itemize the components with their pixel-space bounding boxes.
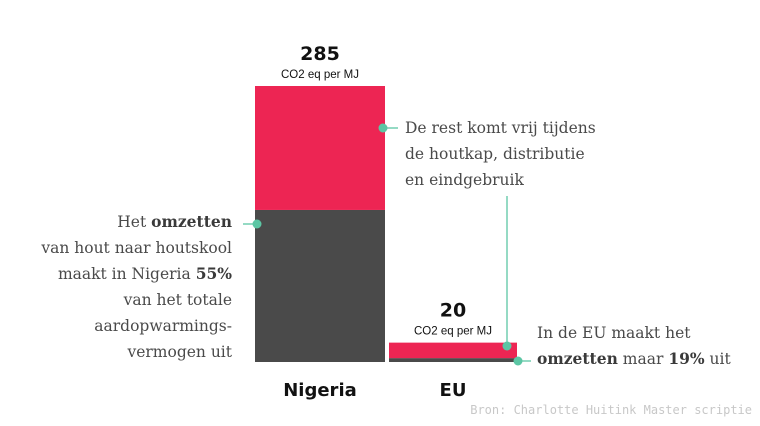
annotation-rest-line: de houtkap, distributie xyxy=(405,141,596,167)
annotation-eu-emphasis: 19% xyxy=(668,349,705,368)
annotation-rest-text: de houtkap, distributie xyxy=(405,145,585,163)
annotation-eu-line: omzetten maar 19% uit xyxy=(537,346,731,372)
annotation-nigeria-text: van het totale xyxy=(123,291,232,309)
annotation-eu-conversion: In de EU maakt het omzetten maar 19% uit xyxy=(537,320,731,372)
annotation-nigeria-text: maakt in Nigeria xyxy=(57,265,196,283)
annotation-nigeria-line: van hout naar houtskool xyxy=(41,235,232,261)
category-label-nigeria: Nigeria xyxy=(283,380,357,401)
annotation-nigeria-line: maakt in Nigeria 55% xyxy=(41,261,232,287)
category-label-eu: EU xyxy=(440,380,467,401)
annotation-eu-emphasis: omzetten xyxy=(537,349,618,368)
annotation-rest-line: De rest komt vrij tijdens xyxy=(405,115,596,141)
annotation-nigeria-text: vermogen uit xyxy=(127,343,232,361)
connector-dot-rest xyxy=(378,123,388,133)
total-value-nigeria: 285 xyxy=(300,43,340,65)
connectors-layer xyxy=(243,123,531,366)
annotation-rest-line: en eindgebruik xyxy=(405,167,596,193)
annotation-nigeria-conversion: Het omzetten van hout naar houtskool maakt… xyxy=(41,209,232,365)
annotation-nigeria-emphasis: omzetten xyxy=(151,212,232,231)
total-unit-nigeria: CO2 eq per MJ xyxy=(281,69,359,81)
annotation-nigeria-text: Het xyxy=(117,213,152,231)
annotation-eu-text: uit xyxy=(704,350,731,368)
connector-dot-eu-conversion xyxy=(513,356,523,366)
annotation-nigeria-line: vermogen uit xyxy=(41,339,232,365)
annotation-eu-text: In de EU maakt het xyxy=(537,324,691,342)
annotation-eu-line: In de EU maakt het xyxy=(537,320,731,346)
labels-layer: 285 CO2 eq per MJ Nigeria 20 CO2 eq per MJ EU xyxy=(281,43,492,401)
connector-dot-nigeria-conversion xyxy=(252,219,262,229)
bar-nigeria-conversion xyxy=(255,209,385,362)
bars-layer xyxy=(255,86,517,362)
annotation-nigeria-line: van het totale xyxy=(41,287,232,313)
annotation-nigeria-emphasis: 55% xyxy=(195,264,232,283)
annotation-nigeria-line: aardopwarmings- xyxy=(41,313,232,339)
annotation-eu-text: maar xyxy=(617,350,669,368)
annotation-rest-emissions: De rest komt vrij tijdens de houtkap, dis… xyxy=(405,115,596,193)
annotation-nigeria-text: aardopwarmings- xyxy=(94,317,232,335)
total-unit-eu: CO2 eq per MJ xyxy=(414,326,492,338)
annotation-rest-text: De rest komt vrij tijdens xyxy=(405,119,596,137)
bar-nigeria-rest xyxy=(255,86,385,210)
annotation-nigeria-text: van hout naar houtskool xyxy=(41,239,232,257)
total-value-eu: 20 xyxy=(440,300,466,322)
connector-dot-rest-eu xyxy=(502,341,512,351)
bar-eu-conversion xyxy=(389,358,517,362)
annotation-rest-text: en eindgebruik xyxy=(405,171,524,189)
annotation-nigeria-line: Het omzetten xyxy=(41,209,232,235)
source-note: Bron: Charlotte Huitink Master scriptie xyxy=(470,403,752,417)
bar-eu-rest xyxy=(389,342,517,359)
